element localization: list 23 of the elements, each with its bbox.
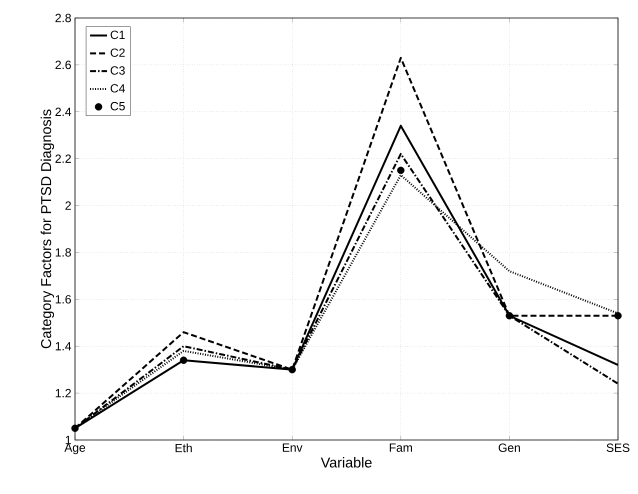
x-tick-label: Gen: [498, 444, 520, 452]
legend-label: C3: [110, 66, 125, 75]
x-tick-label: Fam: [390, 444, 412, 452]
legend-label: C5: [110, 102, 125, 110]
legend-label: C2: [110, 48, 125, 57]
y-axis-title: Category Factors for PTSD Diagnosis: [40, 110, 54, 348]
x-tick-label: Eth: [176, 444, 192, 452]
y-tick-label: 1: [66, 436, 71, 444]
y-tick-label: 2.6: [55, 60, 71, 70]
y-tick-label: 2: [65, 201, 71, 210]
y-tick-label: 2.8: [55, 14, 71, 22]
y-tick-label: 1.6: [56, 295, 71, 304]
y-tick-label: 1.4: [56, 342, 72, 350]
y-tick-label: 2.2: [55, 154, 71, 163]
x-tick-label: Env: [282, 444, 302, 452]
y-tick-label: 1.2: [56, 388, 71, 398]
y-tick-label: 1.8: [56, 248, 71, 257]
legend-label: C4: [110, 84, 125, 93]
x-tick-label: SES: [606, 444, 630, 452]
x-tick-label: Age: [64, 444, 86, 454]
legend-label: C1: [110, 30, 125, 40]
x-axis-title: Variable: [320, 457, 372, 468]
y-tick-label: 2.4: [55, 108, 72, 116]
